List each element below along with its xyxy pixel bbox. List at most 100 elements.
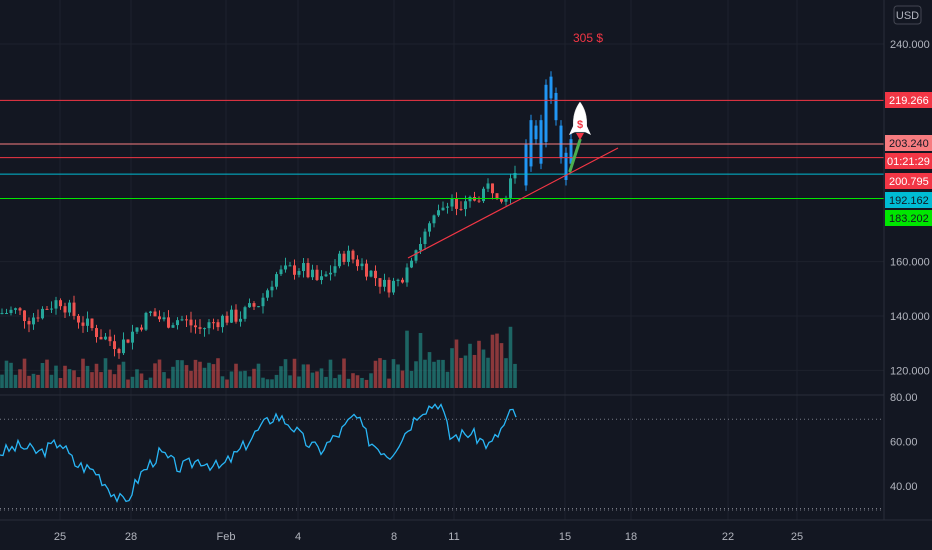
candle-body xyxy=(450,198,454,207)
volume-bar xyxy=(477,340,481,388)
rsi-tick-label: 60.00 xyxy=(890,437,918,449)
volume-bar xyxy=(400,370,405,388)
volume-bar xyxy=(301,364,306,388)
candle-body xyxy=(360,263,364,267)
volume-bar xyxy=(45,359,49,388)
candle-body xyxy=(122,339,125,354)
volume-bar xyxy=(184,365,189,388)
x-tick-label: 15 xyxy=(559,531,571,543)
volume-bar xyxy=(166,378,171,388)
candle-body xyxy=(495,193,499,199)
volume-bar xyxy=(225,379,229,388)
volume-bar xyxy=(297,376,301,388)
candle-body xyxy=(23,310,26,322)
projection-candle xyxy=(539,120,543,164)
projection-candle xyxy=(534,125,538,140)
candle-body xyxy=(234,309,238,322)
volume-bar xyxy=(306,364,310,388)
volume-bar xyxy=(436,359,441,388)
currency-label: USD xyxy=(896,10,919,22)
candle-body xyxy=(153,311,157,317)
target-annotation: 305 $ xyxy=(573,31,603,45)
candle-body xyxy=(347,250,350,262)
volume-bar xyxy=(252,368,256,388)
volume-bar xyxy=(310,372,315,388)
volume-bar xyxy=(63,365,67,388)
candle-body xyxy=(257,306,260,308)
candle-body xyxy=(176,320,179,326)
volume-bar xyxy=(67,369,72,388)
volume-bar xyxy=(108,369,112,388)
y-axis-labels: 240.000 160.000 140.000 120.000 xyxy=(890,39,930,377)
candle-body xyxy=(131,331,134,343)
candle-body xyxy=(378,278,382,287)
volume-bar xyxy=(454,339,459,388)
x-axis-labels: 25 28 Feb 4 8 11 15 18 22 25 xyxy=(54,531,803,543)
candle-body xyxy=(338,253,341,267)
projection-candle xyxy=(529,120,533,167)
candle-body xyxy=(225,315,229,323)
volume-bar xyxy=(342,358,346,388)
volume-bar xyxy=(270,379,274,388)
currency-badge[interactable] xyxy=(893,5,922,25)
volume-bar xyxy=(319,368,324,388)
projection-candle xyxy=(569,139,573,164)
rocket-icon: $ xyxy=(568,101,591,173)
price-tag xyxy=(885,173,932,189)
candle-body xyxy=(374,270,377,279)
projection-candle xyxy=(554,92,558,121)
candle-body xyxy=(252,303,256,307)
candle-body xyxy=(180,319,184,321)
candle-body xyxy=(243,307,247,319)
volume-bar xyxy=(279,366,283,388)
volume-bar xyxy=(153,363,157,388)
candle-body xyxy=(54,300,58,309)
candle-body xyxy=(441,207,445,211)
candle-body xyxy=(266,290,269,298)
candle-body xyxy=(216,322,220,328)
x-tick-label: 25 xyxy=(54,531,66,543)
candle-body xyxy=(185,319,188,321)
volume-bar xyxy=(94,363,99,388)
volume-bar xyxy=(175,360,180,388)
projection-candle xyxy=(564,152,568,180)
volume-bar xyxy=(31,373,36,388)
volume-bar xyxy=(49,374,54,388)
y-tick-label: 140.000 xyxy=(890,311,930,323)
volume-bar xyxy=(346,378,351,388)
volume-bar xyxy=(351,373,355,388)
volume-bar xyxy=(265,379,270,388)
volume-bar xyxy=(288,375,292,388)
volume-bar xyxy=(243,370,247,388)
candle-body xyxy=(306,263,310,278)
volume-bar xyxy=(40,362,45,388)
candle-body xyxy=(504,197,508,202)
price-tag xyxy=(885,192,932,208)
candle-body xyxy=(99,337,103,340)
candle-body xyxy=(248,303,251,308)
candle-body xyxy=(509,178,512,198)
volume-bar xyxy=(355,375,360,388)
volume-bar xyxy=(414,361,418,388)
volume-bar xyxy=(13,374,18,388)
volume-bar xyxy=(126,379,130,388)
x-tick-label: 28 xyxy=(125,531,137,543)
volume-bar xyxy=(481,349,486,388)
candle-body xyxy=(500,198,503,202)
volume-bar xyxy=(486,357,490,388)
trend-line xyxy=(407,147,619,259)
volume-bar xyxy=(148,377,153,388)
volume-bar xyxy=(391,359,396,388)
x-tick-label: 4 xyxy=(295,531,301,543)
price-tag xyxy=(885,92,932,108)
volume-bar xyxy=(211,364,216,388)
candle-body xyxy=(5,313,8,315)
volume-bar xyxy=(445,371,450,388)
candle-body xyxy=(239,318,242,322)
candle-body xyxy=(513,173,517,179)
rsi-tick-label: 80.00 xyxy=(890,392,918,404)
volume-bar xyxy=(72,370,76,388)
candle-body xyxy=(104,336,107,340)
